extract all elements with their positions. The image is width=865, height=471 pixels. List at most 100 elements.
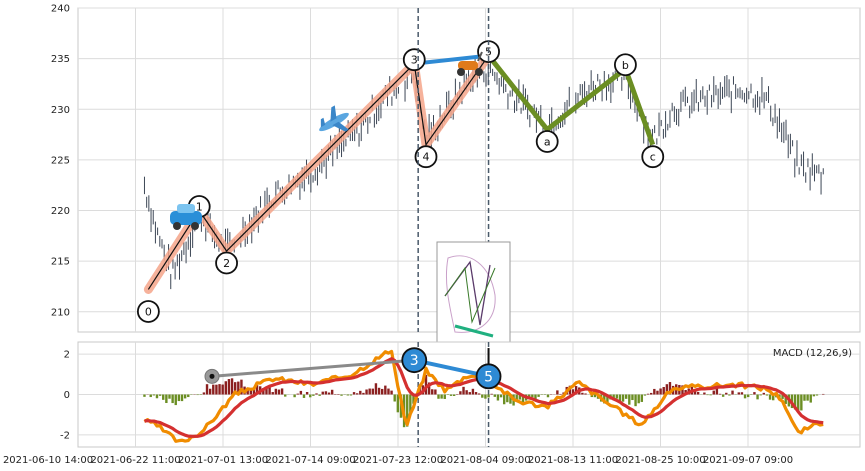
histogram-bar xyxy=(506,394,509,403)
car-wheel xyxy=(191,222,199,230)
x-tick-label: 2021-08-13 11:00 xyxy=(528,455,618,466)
histogram-bar xyxy=(271,392,274,395)
histogram-bar xyxy=(352,392,356,395)
histogram-bar xyxy=(390,390,393,395)
histogram-bar xyxy=(158,394,162,396)
histogram-bar xyxy=(233,382,237,395)
histogram-bar xyxy=(205,384,209,395)
wave-label-circle xyxy=(414,145,438,169)
pattern-inset xyxy=(436,241,511,343)
scooter-wheel xyxy=(457,68,465,76)
wave-label-circle xyxy=(215,251,238,275)
wave-label-2: 2 xyxy=(215,251,238,275)
histogram-bar xyxy=(815,394,819,396)
histogram-bar xyxy=(662,386,665,395)
histogram-bar xyxy=(252,388,256,395)
wave-label-4: 4 xyxy=(414,145,438,169)
macd-marker-text: 5 xyxy=(484,369,493,385)
wave-label-text: 4 xyxy=(422,151,429,164)
inset-frame xyxy=(436,241,511,343)
macd-trendline xyxy=(211,358,415,378)
wave-label-text: b xyxy=(622,59,629,72)
histogram-bar xyxy=(459,391,462,395)
x-tick-label: 2021-07-23 12:00 xyxy=(353,455,443,466)
wave-label-text: a xyxy=(544,136,551,149)
histogram-bar xyxy=(712,390,715,395)
histogram-bar xyxy=(546,394,550,398)
histogram-bar xyxy=(621,394,625,402)
scooter-body xyxy=(458,61,478,70)
histogram-bar xyxy=(299,390,303,395)
histogram-bar xyxy=(746,394,750,398)
histogram-bar xyxy=(528,394,531,397)
histogram-bar xyxy=(593,394,597,398)
histogram-bar xyxy=(762,392,766,395)
histogram-bar xyxy=(293,394,296,398)
inset-wave-green xyxy=(444,266,496,324)
histogram-bar xyxy=(771,394,775,401)
histogram-bar xyxy=(696,391,700,395)
histogram-bar xyxy=(606,394,609,403)
histogram-bar xyxy=(162,394,165,400)
histogram-bar xyxy=(468,392,471,395)
macd-y-tick-label: 2 xyxy=(64,350,70,361)
histogram-bar xyxy=(812,394,816,397)
histogram-bar xyxy=(809,394,812,403)
histogram-bar xyxy=(781,394,784,399)
histogram-bar xyxy=(800,394,803,411)
wave-label-text: 3 xyxy=(411,54,418,67)
histogram-bar xyxy=(321,391,324,395)
x-tick-label: 2021-06-22 11:00 xyxy=(90,455,180,466)
macd-trend-start-dot xyxy=(209,373,215,379)
histogram-bar xyxy=(362,392,365,395)
price-y-tick-label: 220 xyxy=(51,206,70,217)
histogram-bar xyxy=(822,393,825,395)
wave-label-circle xyxy=(136,300,160,323)
macd-title: MACD (12,26,9) xyxy=(773,348,852,359)
histogram-bar xyxy=(384,385,387,395)
histogram-bar xyxy=(246,388,249,395)
histogram-bar xyxy=(715,388,719,395)
histogram-bar xyxy=(406,394,409,427)
histogram-bar xyxy=(665,384,669,395)
wave-label-text: c xyxy=(650,151,656,164)
histogram-bar xyxy=(753,392,756,395)
histogram-bar xyxy=(274,388,278,395)
histogram-bar xyxy=(212,384,215,395)
price-y-tick-label: 240 xyxy=(51,4,70,15)
histogram-bar xyxy=(387,388,390,395)
histogram-bar xyxy=(471,388,475,395)
histogram-bar xyxy=(584,393,587,395)
histogram-bar xyxy=(412,394,415,404)
wave-label-text: 0 xyxy=(145,305,152,318)
histogram-bar xyxy=(806,394,809,401)
car-window xyxy=(177,204,195,213)
histogram-bar xyxy=(409,394,412,413)
macd-y-tick-label: 0 xyxy=(64,390,70,401)
histogram-bar xyxy=(628,394,631,405)
histogram-bar xyxy=(152,394,156,396)
histogram-bar xyxy=(177,394,181,402)
histogram-bar xyxy=(380,388,384,395)
macd-marker-3: 3 xyxy=(401,347,428,374)
histogram-bar xyxy=(728,394,731,396)
histogram-bar xyxy=(265,386,268,395)
scooter-handle xyxy=(477,51,483,62)
histogram-bar xyxy=(368,388,371,395)
histogram-bar xyxy=(202,392,206,395)
histogram-bar xyxy=(424,374,428,395)
histogram-bar xyxy=(706,394,709,396)
macd-marker-text: 3 xyxy=(410,353,419,369)
histogram-bar xyxy=(615,394,618,399)
macd-marker-5: 5 xyxy=(475,363,502,390)
histogram-bar xyxy=(765,394,769,396)
histogram-bar xyxy=(230,378,234,395)
price-y-tick-label: 230 xyxy=(51,105,70,116)
histogram-bar xyxy=(374,383,378,395)
histogram-bar xyxy=(249,388,253,395)
histogram-bar xyxy=(346,394,349,396)
histogram-bar xyxy=(534,394,537,400)
histogram-bar xyxy=(431,389,434,395)
histogram-bar xyxy=(174,394,177,406)
